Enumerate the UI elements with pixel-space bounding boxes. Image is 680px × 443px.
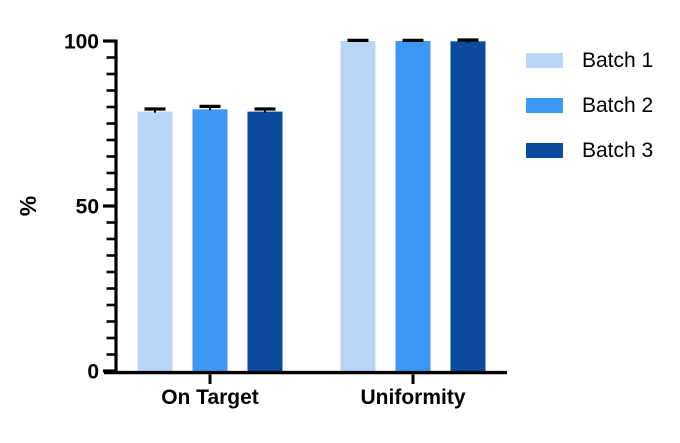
bar-batch-1-on-target — [137, 111, 173, 372]
x-category-label-on-target: On Target — [161, 386, 259, 409]
legend-label-batch-3: Batch 3 — [582, 139, 654, 162]
legend-swatch-batch-2 — [526, 98, 563, 113]
bar-batch-3-on-target — [247, 111, 283, 372]
legend-label-batch-2: Batch 2 — [582, 94, 654, 117]
legend-swatch-batch-3 — [526, 143, 563, 158]
bar-batch-2-uniformity — [395, 41, 431, 371]
legend-item-batch-3: Batch 3 — [526, 139, 654, 162]
legend-item-batch-2: Batch 2 — [526, 94, 654, 117]
bar-batch-1-uniformity — [340, 41, 376, 371]
legend-swatch-batch-1 — [526, 53, 563, 68]
y-tick-label-100: 100 — [64, 31, 99, 54]
legend-label-batch-1: Batch 1 — [582, 49, 654, 72]
bar-batch-2-on-target — [192, 109, 228, 371]
y-tick-label-0: 0 — [87, 361, 99, 384]
y-axis-title: % — [15, 196, 41, 216]
chart-legend: Batch 1 Batch 2 Batch 3 — [526, 49, 654, 188]
y-tick-label-50: 50 — [76, 196, 99, 219]
legend-item-batch-1: Batch 1 — [526, 49, 654, 72]
bar-batch-3-uniformity — [450, 41, 486, 372]
x-category-label-uniformity: Uniformity — [361, 386, 466, 409]
